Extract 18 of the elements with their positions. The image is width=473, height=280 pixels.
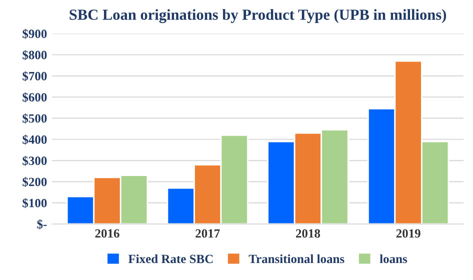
y-tick-label: $700 <box>22 71 47 82</box>
y-tick-label: $600 <box>22 92 47 102</box>
legend-label: loans <box>380 254 408 264</box>
y-tick-label: $300 <box>22 156 47 166</box>
x-tick-label: 2016 <box>95 229 120 238</box>
legend-label: Fixed Rate SBC <box>128 254 213 264</box>
y-tick-label: $100 <box>22 198 47 208</box>
y-tick-label: $500 <box>22 114 47 124</box>
x-tick-label: 2019 <box>396 229 420 238</box>
x-tick-label: 2018 <box>296 229 320 238</box>
legend-label: Transitional loans <box>248 254 344 264</box>
x-tick-label: 2017 <box>196 229 220 238</box>
y-tick-label: $400 <box>22 134 47 145</box>
y-tick-label: $800 <box>22 50 47 60</box>
y-tick-label: $900 <box>22 28 47 39</box>
y-tick-label: $- <box>37 219 47 230</box>
y-tick-label: $200 <box>22 176 47 187</box>
chart-title: SBC Loan originations by Product Type (UPB in millions) <box>70 9 446 24</box>
